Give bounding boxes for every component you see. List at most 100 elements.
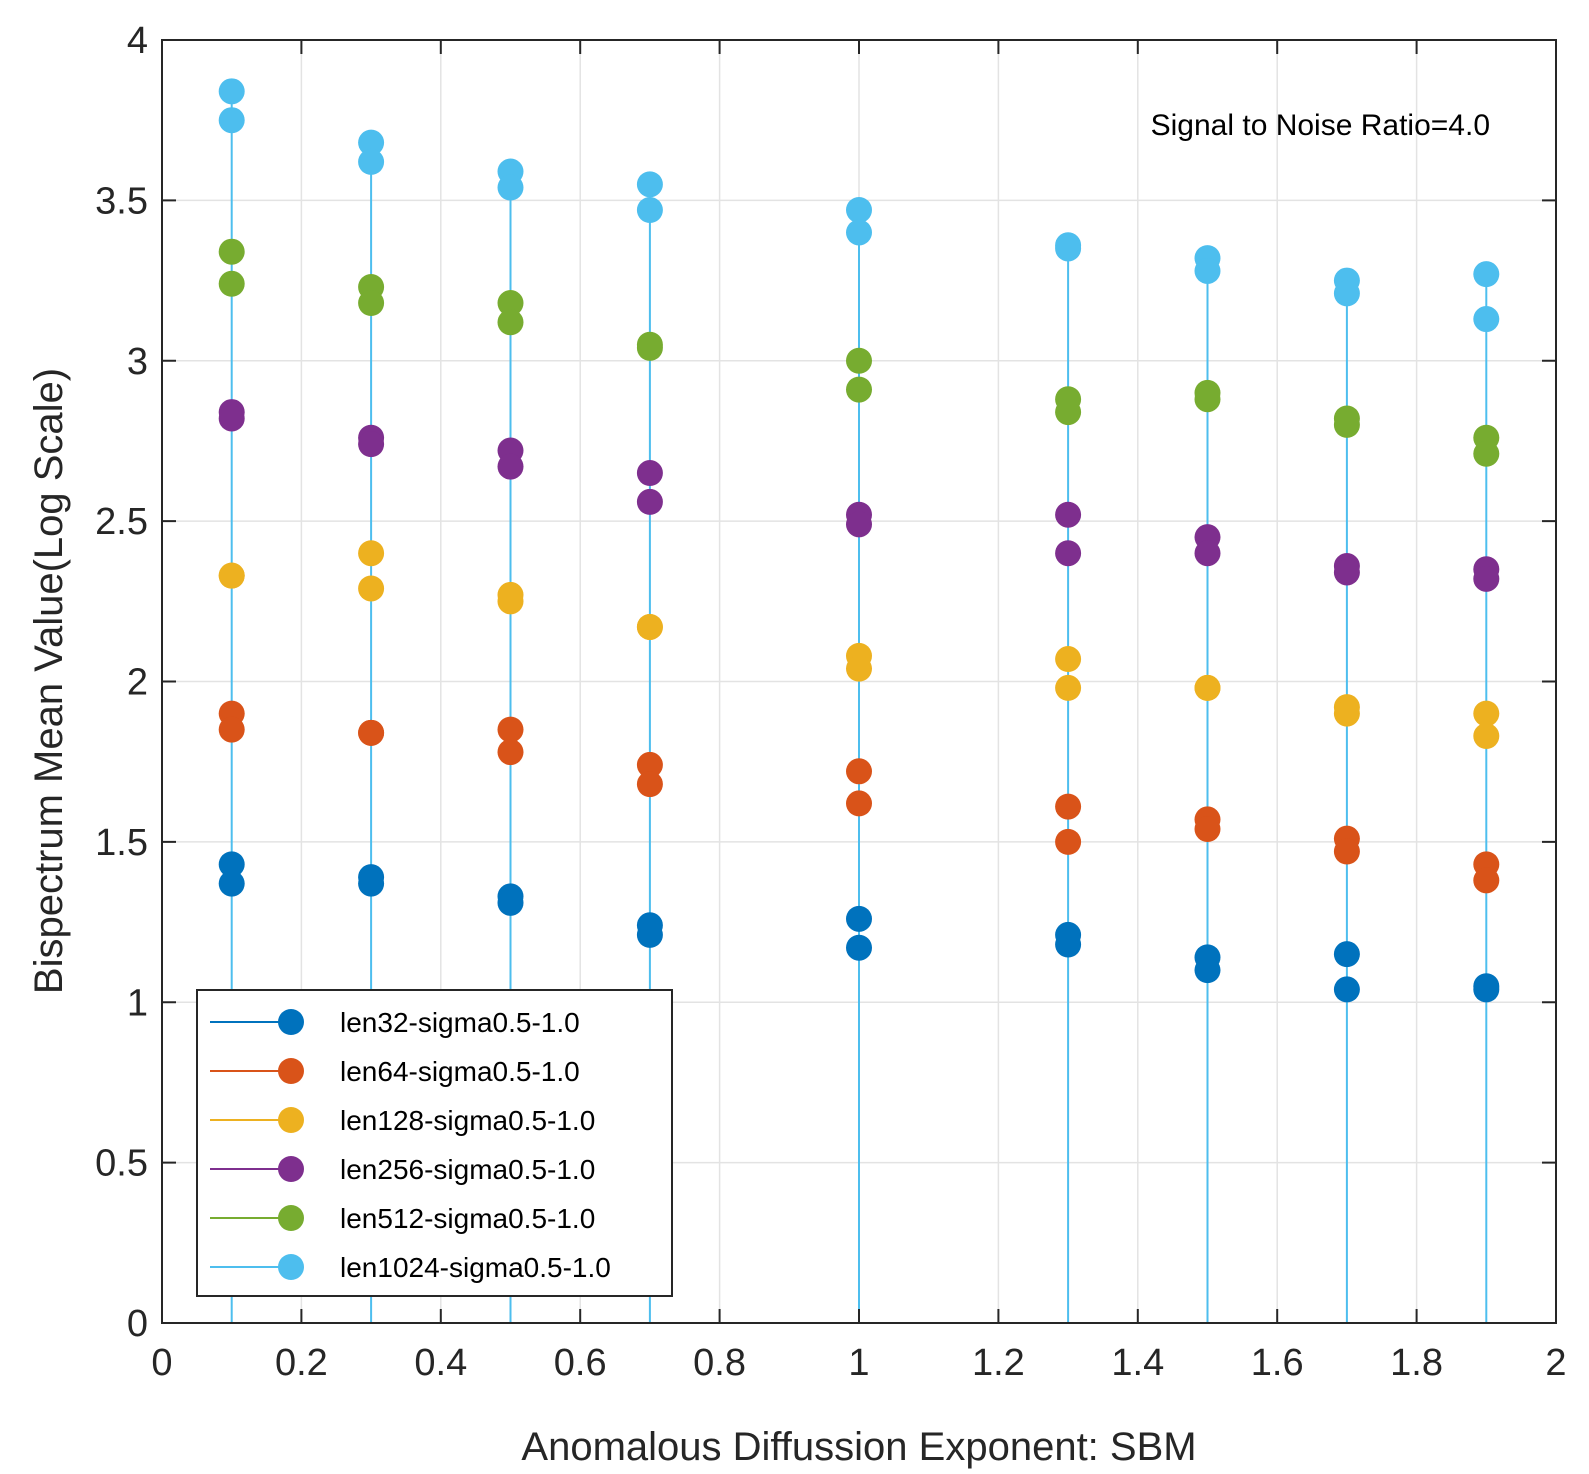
- data-point: [497, 290, 524, 317]
- data-point: [1333, 700, 1360, 727]
- data-point: [1473, 867, 1500, 894]
- y-tick-label: 3: [127, 341, 148, 383]
- x-axis-title: Anomalous Diffussion Exponent: SBM: [521, 1425, 1196, 1469]
- data-point: [636, 488, 663, 515]
- data-point: [358, 431, 385, 458]
- axis-ticks: 0 0.2 0.4 0.6 0.8 1 1.2 1.4 1.6 1.8 2 0 0.5 1 1.5 2 2.5 3…: [95, 20, 1566, 1384]
- data-point: [358, 148, 385, 175]
- legend-marker: [278, 1156, 304, 1182]
- x-tick-label: 0.2: [275, 1342, 328, 1384]
- x-tick-label: 1.4: [1111, 1342, 1164, 1384]
- data-point: [636, 751, 663, 778]
- x-tick-label: 0.8: [693, 1342, 746, 1384]
- data-point: [1333, 280, 1360, 307]
- x-tick-label: 0.4: [414, 1342, 467, 1384]
- x-tick-label: 1.2: [972, 1342, 1025, 1384]
- y-axis-title: Bispectrum Mean Value(Log Scale): [27, 368, 71, 994]
- legend-label: len128-sigma0.5-1.0: [340, 1105, 595, 1136]
- data-point: [218, 851, 245, 878]
- data-point: [1473, 976, 1500, 1003]
- data-point: [497, 588, 524, 615]
- series-len128-sigma0.5-1.0: [218, 540, 1500, 750]
- data-point: [636, 196, 663, 223]
- data-point: [846, 376, 872, 403]
- data-point: [846, 758, 872, 785]
- series-len32-sigma0.5-1.0: [218, 851, 1500, 1003]
- data-point: [636, 771, 663, 798]
- data-point: [636, 334, 663, 361]
- y-tick-label: 4: [127, 20, 148, 62]
- data-point: [358, 129, 385, 156]
- data-point: [497, 309, 524, 336]
- data-point: [358, 290, 385, 317]
- legend: len32-sigma0.5-1.0 len64-sigma0.5-1.0 len1…: [196, 989, 673, 1297]
- data-point: [1055, 828, 1082, 855]
- data-point: [218, 78, 245, 105]
- data-point: [497, 174, 524, 201]
- legend-marker: [278, 1205, 304, 1231]
- data-point: [1055, 540, 1082, 567]
- data-point: [1473, 700, 1500, 727]
- data-point: [846, 790, 872, 817]
- data-point: [1473, 723, 1500, 750]
- x-tick-label: 1: [848, 1342, 869, 1384]
- x-tick-label: 0: [151, 1342, 172, 1384]
- data-point: [1194, 674, 1221, 701]
- data-point: [218, 562, 245, 589]
- y-tick-label: 2: [127, 662, 148, 704]
- data-point: [1333, 559, 1360, 586]
- data-point: [636, 460, 663, 487]
- data-point: [1473, 565, 1500, 592]
- data-point: [358, 540, 385, 567]
- data-point: [846, 655, 872, 682]
- data-point: [358, 870, 385, 897]
- data-point: [497, 889, 524, 916]
- legend-label: len1024-sigma0.5-1.0: [340, 1252, 611, 1283]
- data-point: [497, 716, 524, 743]
- series-len512-sigma0.5-1.0: [218, 238, 1500, 467]
- data-point: [497, 739, 524, 766]
- data-point: [1055, 399, 1082, 426]
- data-point: [218, 238, 245, 265]
- legend-box: [196, 989, 673, 1297]
- data-point: [846, 934, 872, 961]
- x-tick-label: 1.8: [1390, 1342, 1443, 1384]
- data-point: [1473, 261, 1500, 288]
- data-point: [1473, 440, 1500, 467]
- data-point: [1333, 838, 1360, 865]
- data-point: [358, 719, 385, 746]
- data-point: [846, 905, 872, 932]
- x-tick-label: 1.6: [1251, 1342, 1304, 1384]
- x-tick-label: 2: [1545, 1342, 1566, 1384]
- snr-annotation: Signal to Noise Ratio=4.0: [1151, 109, 1490, 142]
- x-tick-label: 0.6: [554, 1342, 607, 1384]
- data-point: [636, 613, 663, 640]
- data-point: [1194, 540, 1221, 567]
- legend-label: len256-sigma0.5-1.0: [340, 1154, 595, 1185]
- data-point: [1194, 257, 1221, 284]
- legend-label: len64-sigma0.5-1.0: [340, 1056, 580, 1087]
- data-point: [1194, 957, 1221, 984]
- legend-marker: [278, 1107, 304, 1133]
- legend-label: len512-sigma0.5-1.0: [340, 1203, 595, 1234]
- legend-marker: [278, 1058, 304, 1084]
- y-tick-label: 0: [127, 1303, 148, 1345]
- data-point: [218, 405, 245, 432]
- data-point: [1194, 816, 1221, 843]
- data-point: [846, 219, 872, 246]
- data-point: [846, 347, 872, 374]
- y-tick-label: 3.5: [95, 180, 148, 222]
- data-markers: [218, 78, 1500, 1003]
- legend-label: len32-sigma0.5-1.0: [340, 1007, 580, 1038]
- series-len1024-sigma0.5-1.0: [218, 78, 1500, 333]
- series-len64-sigma0.5-1.0: [218, 700, 1500, 894]
- data-point: [1055, 674, 1082, 701]
- data-point: [636, 171, 663, 198]
- data-point: [218, 716, 245, 743]
- data-point: [846, 511, 872, 538]
- data-point: [1333, 941, 1360, 968]
- y-tick-label: 0.5: [95, 1143, 148, 1185]
- data-point: [1473, 306, 1500, 333]
- data-point: [218, 270, 245, 297]
